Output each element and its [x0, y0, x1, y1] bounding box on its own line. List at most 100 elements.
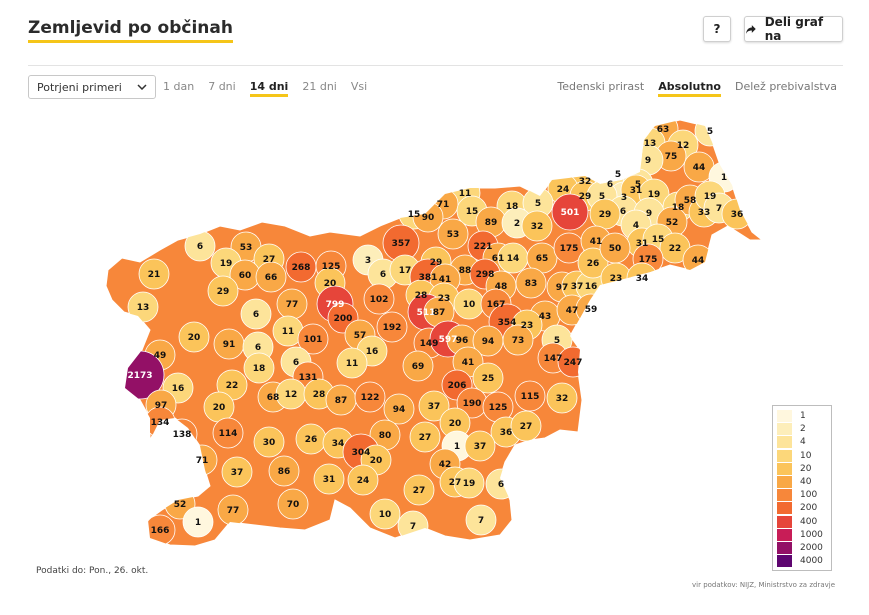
- municipality-value-label: 9: [646, 209, 652, 219]
- municipality-value-label: 96: [456, 336, 469, 346]
- municipality-value-label: 31: [636, 239, 649, 249]
- municipality-value-label: 37: [428, 402, 441, 412]
- municipality-region[interactable]: [255, 261, 287, 293]
- municipality-value-label: 87: [433, 308, 446, 318]
- mode-tab-absolutno[interactable]: Absolutno: [658, 80, 721, 97]
- range-tab-vsi[interactable]: Vsi: [350, 80, 368, 93]
- municipality-value-label: 357: [392, 239, 411, 249]
- municipality-region[interactable]: [453, 467, 485, 499]
- municipality-value-label: 15: [408, 210, 421, 220]
- municipality-value-label: 17: [399, 266, 412, 276]
- municipality-value-label: 71: [196, 456, 209, 466]
- municipality-value-label: 3: [365, 256, 371, 266]
- municipality-region[interactable]: [336, 347, 368, 379]
- legend-swatch: [777, 462, 792, 475]
- municipality-region[interactable]: [182, 506, 214, 538]
- municipality-value-label: 20: [324, 279, 337, 289]
- municipality-value-label: 6: [293, 358, 299, 368]
- mode-tab-delez-prebivalstva[interactable]: Delež prebivalstva: [734, 80, 837, 93]
- municipality-value-label: 28: [415, 291, 428, 301]
- data-source: vir podatkov: NIJZ, Ministrstvo za zdrav…: [692, 581, 835, 589]
- municipality-region[interactable]: [546, 382, 578, 414]
- municipality-value-label: 53: [240, 243, 253, 253]
- municipality-region[interactable]: [376, 311, 408, 343]
- municipality-region[interactable]: [297, 323, 329, 355]
- municipality-region[interactable]: [502, 324, 534, 356]
- municipality-region[interactable]: [207, 275, 239, 307]
- range-tab-14-dni[interactable]: 14 dni: [249, 80, 289, 97]
- municipality-value-label: 77: [227, 506, 240, 516]
- municipality-region[interactable]: [465, 504, 497, 536]
- legend-row: 40: [773, 476, 833, 488]
- municipality-value-label: 5: [635, 180, 641, 190]
- municipality-value-label: 4: [633, 221, 639, 231]
- legend-label: 4000: [800, 556, 823, 567]
- legend-label: 10: [800, 450, 812, 461]
- municipality-region[interactable]: [363, 283, 395, 315]
- municipality-region[interactable]: [138, 258, 170, 290]
- range-tab-21-dni[interactable]: 21 dni: [302, 80, 337, 93]
- municipality-region[interactable]: [418, 390, 450, 422]
- municipality-value-label: 131: [299, 373, 318, 383]
- municipality-region[interactable]: [510, 410, 542, 442]
- municipality-region[interactable]: [515, 267, 547, 299]
- municipality-region[interactable]: [551, 193, 589, 231]
- municipality-region[interactable]: [313, 463, 345, 495]
- municipality-value-label: 44: [693, 163, 706, 173]
- municipality-region[interactable]: [277, 488, 309, 520]
- municipality-region[interactable]: [268, 455, 300, 487]
- municipality-region[interactable]: [212, 417, 244, 449]
- municipality-region[interactable]: [514, 380, 546, 412]
- municipality-region[interactable]: [178, 321, 210, 353]
- municipality-region[interactable]: [253, 426, 285, 458]
- help-button[interactable]: ?: [703, 16, 731, 42]
- municipality-region[interactable]: [347, 464, 379, 496]
- municipality-value-label: 2173: [127, 371, 152, 381]
- municipality-region[interactable]: [402, 350, 434, 382]
- municipality-region[interactable]: [243, 352, 275, 384]
- municipality-value-label: 32: [579, 177, 592, 187]
- municipality-region[interactable]: [383, 393, 415, 425]
- municipality-value-label: 298: [476, 270, 495, 280]
- municipality-value-label: 86: [278, 467, 291, 477]
- municipality-region[interactable]: [240, 298, 272, 330]
- range-tab-7-dni[interactable]: 7 dni: [208, 80, 236, 93]
- municipality-region[interactable]: [464, 430, 496, 462]
- metric-select-value: Potrjeni primeri: [37, 80, 122, 94]
- help-label: ?: [713, 22, 721, 36]
- municipality-value-label: 20: [370, 456, 383, 466]
- municipality-region[interactable]: [577, 247, 609, 279]
- municipality-value-label: 200: [334, 314, 353, 324]
- municipality-region[interactable]: [437, 218, 469, 250]
- metric-select[interactable]: Potrjeni primeri: [28, 75, 156, 99]
- municipality-value-label: 304: [352, 448, 371, 458]
- municipality-value-label: 91: [223, 340, 236, 350]
- municipality-value-label: 87: [335, 396, 348, 406]
- municipality-region[interactable]: [409, 421, 441, 453]
- municipality-value-label: 7: [410, 522, 416, 532]
- share-button[interactable]: Deli graf na: [744, 15, 843, 43]
- municipality-region[interactable]: [369, 498, 401, 530]
- municipality-region[interactable]: [221, 456, 253, 488]
- municipality-region[interactable]: [354, 381, 386, 413]
- municipality-value-label: 6: [620, 207, 626, 217]
- municipality-value-label: 1: [721, 173, 727, 183]
- municipality-value-label: 19: [704, 192, 717, 202]
- range-tab-1-dan[interactable]: 1 dan: [163, 80, 195, 93]
- municipality-value-label: 28: [313, 390, 326, 400]
- municipality-value-label: 3: [621, 193, 627, 203]
- legend-row: 4: [773, 436, 833, 449]
- color-legend: 1 2 4 10 20 40 100 200 400 1000 2000 4000: [772, 405, 832, 571]
- mode-tab-tedenski-prirast[interactable]: Tedenski prirast: [557, 80, 645, 93]
- page-title: Zemljevid po občinah: [28, 18, 233, 43]
- municipality-value-label: 5: [535, 199, 541, 209]
- municipality-value-label: 29: [217, 287, 230, 297]
- legend-row: 10: [773, 449, 833, 462]
- municipality-value-label: 41: [462, 358, 475, 368]
- municipality-region[interactable]: [521, 210, 553, 242]
- municipality-region[interactable]: [403, 474, 435, 506]
- municipality-region[interactable]: [472, 362, 504, 394]
- legend-label: 200: [800, 503, 818, 514]
- municipality-value-label: 138: [173, 430, 192, 440]
